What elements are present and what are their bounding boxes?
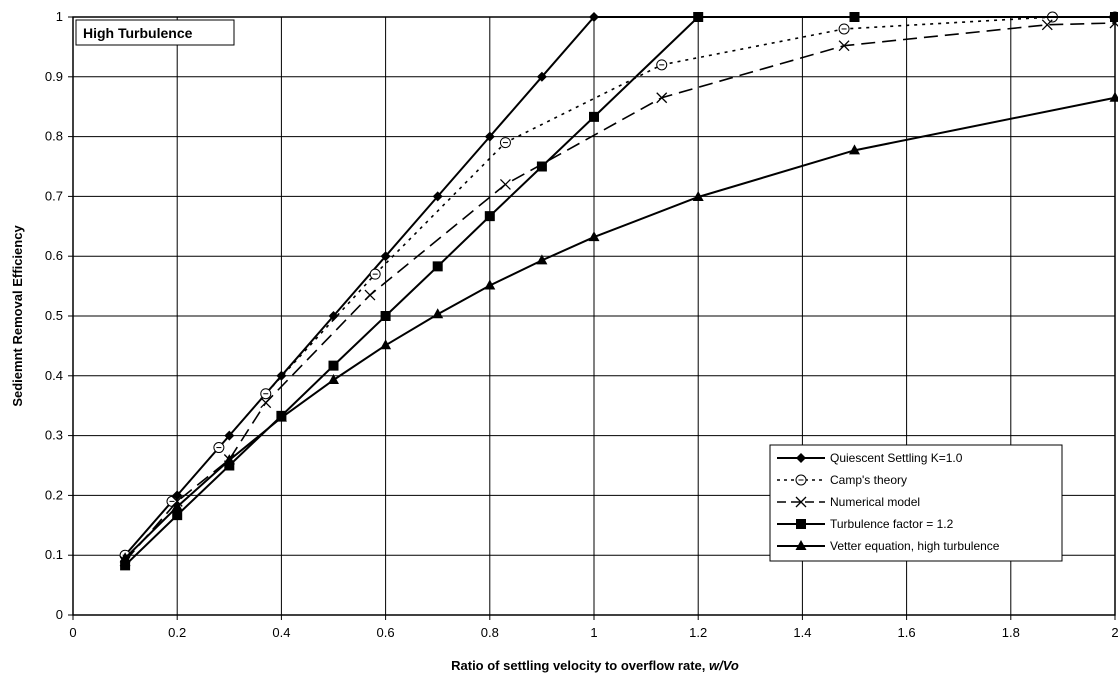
data-point [119, 552, 131, 563]
data-point [328, 373, 339, 384]
data-point [849, 144, 860, 155]
data-point [838, 40, 850, 52]
y-tick-label: 0.8 [45, 129, 63, 144]
legend-entry: Quiescent Settling K=1.0 [777, 451, 963, 465]
legend-marker [795, 474, 807, 486]
legend: Quiescent Settling K=1.0 Camp's theory Num… [769, 444, 1063, 562]
data-point [484, 279, 496, 290]
data-point [223, 454, 235, 465]
y-tick-label: 0 [56, 607, 63, 622]
data-point [656, 92, 668, 104]
y-tick-label: 0.3 [45, 428, 63, 443]
data-point [536, 254, 548, 265]
legend-entry: Numerical model [777, 495, 920, 509]
data-point [499, 137, 511, 149]
data-point [536, 71, 547, 82]
y-tick-label: 0.1 [45, 547, 63, 562]
x-tick-label: 0.4 [272, 625, 290, 640]
data-point [380, 339, 392, 350]
annotation-label: High Turbulence [83, 25, 193, 41]
data-point [499, 178, 511, 190]
x-tick-label: 0.8 [481, 625, 499, 640]
data-point [380, 311, 391, 321]
legend-label: Quiescent Settling K=1.0 [830, 451, 963, 465]
legend-entry: Vetter equation, high turbulence [777, 539, 1000, 553]
data-point [380, 251, 391, 262]
y-tick-label: 0.7 [45, 188, 63, 203]
data-point [656, 59, 668, 71]
series-line [124, 22, 1116, 562]
x-tick-label: 1.6 [898, 625, 916, 640]
tick-labels: 0 0.2 0.4 0.6 0.8 1 1.2 1.4 1.6 1.8 2 0 0.1 0.2 0.3 0.4… [45, 9, 1118, 640]
data-point [536, 161, 547, 172]
data-point [275, 411, 287, 422]
legend-label: Vetter equation, high turbulence [830, 539, 1000, 553]
data-point [328, 311, 339, 321]
x-tick-label: 1 [590, 625, 597, 640]
legend-frame [769, 444, 1063, 562]
x-axis-title: Ratio of settling velocity to overflow r… [451, 658, 739, 673]
data-point [484, 131, 495, 142]
legend-marker [796, 519, 806, 529]
data-point [692, 190, 704, 201]
data-point [484, 211, 495, 222]
data-point [1041, 19, 1053, 31]
series-line [124, 16, 1115, 556]
data-point [213, 442, 225, 454]
y-axis-title: Sediemnt Removal Efficiency [10, 225, 25, 407]
legend-label: Turbulence factor = 1.2 [830, 517, 954, 531]
data-point [432, 191, 443, 202]
data-point [328, 360, 339, 371]
x-tick-label: 1.2 [689, 625, 707, 640]
x-tick-label: 1.4 [793, 625, 811, 640]
legend-label: Numerical model [830, 495, 920, 509]
y-tick-label: 0.6 [45, 248, 63, 263]
data-point [589, 111, 599, 122]
legend-marker [795, 540, 807, 550]
legend-label: Camp's theory [830, 473, 907, 487]
data-point [432, 308, 444, 319]
data-point [588, 231, 600, 242]
data-point [838, 23, 850, 35]
x-axis-title-var: w/Vo [709, 658, 739, 673]
data-point [1109, 91, 1118, 102]
x-tick-label: 2 [1111, 625, 1118, 640]
legend-entry: Camp's theory [777, 473, 907, 487]
x-axis-title-prefix: Ratio of settling velocity to overflow r… [451, 658, 709, 673]
legend-marker [796, 453, 806, 463]
annotation-frame [75, 19, 235, 46]
data-point [260, 397, 272, 409]
data-point [224, 460, 235, 471]
data-point [120, 560, 131, 571]
data-point [432, 261, 443, 272]
x-tick-label: 1.8 [1002, 625, 1020, 640]
legend-marker [795, 496, 807, 508]
data-point [369, 268, 381, 280]
y-tick-label: 0.2 [45, 487, 63, 502]
y-tick-label: 0.5 [45, 308, 63, 323]
y-tick-label: 1 [56, 9, 63, 24]
annotation-box: High Turbulence [75, 19, 235, 46]
x-tick-label: 0 [69, 625, 76, 640]
data-point [171, 500, 183, 511]
data-point [364, 289, 376, 301]
x-tick-label: 0.2 [168, 625, 186, 640]
x-tick-label: 0.6 [377, 625, 395, 640]
legend-entry: Turbulence factor = 1.2 [777, 517, 954, 531]
series-layer [119, 11, 1118, 571]
y-tick-label: 0.9 [45, 69, 63, 84]
data-point [172, 510, 183, 521]
series-4 [119, 91, 1118, 563]
data-point [260, 388, 272, 400]
y-tick-label: 0.4 [45, 368, 63, 383]
